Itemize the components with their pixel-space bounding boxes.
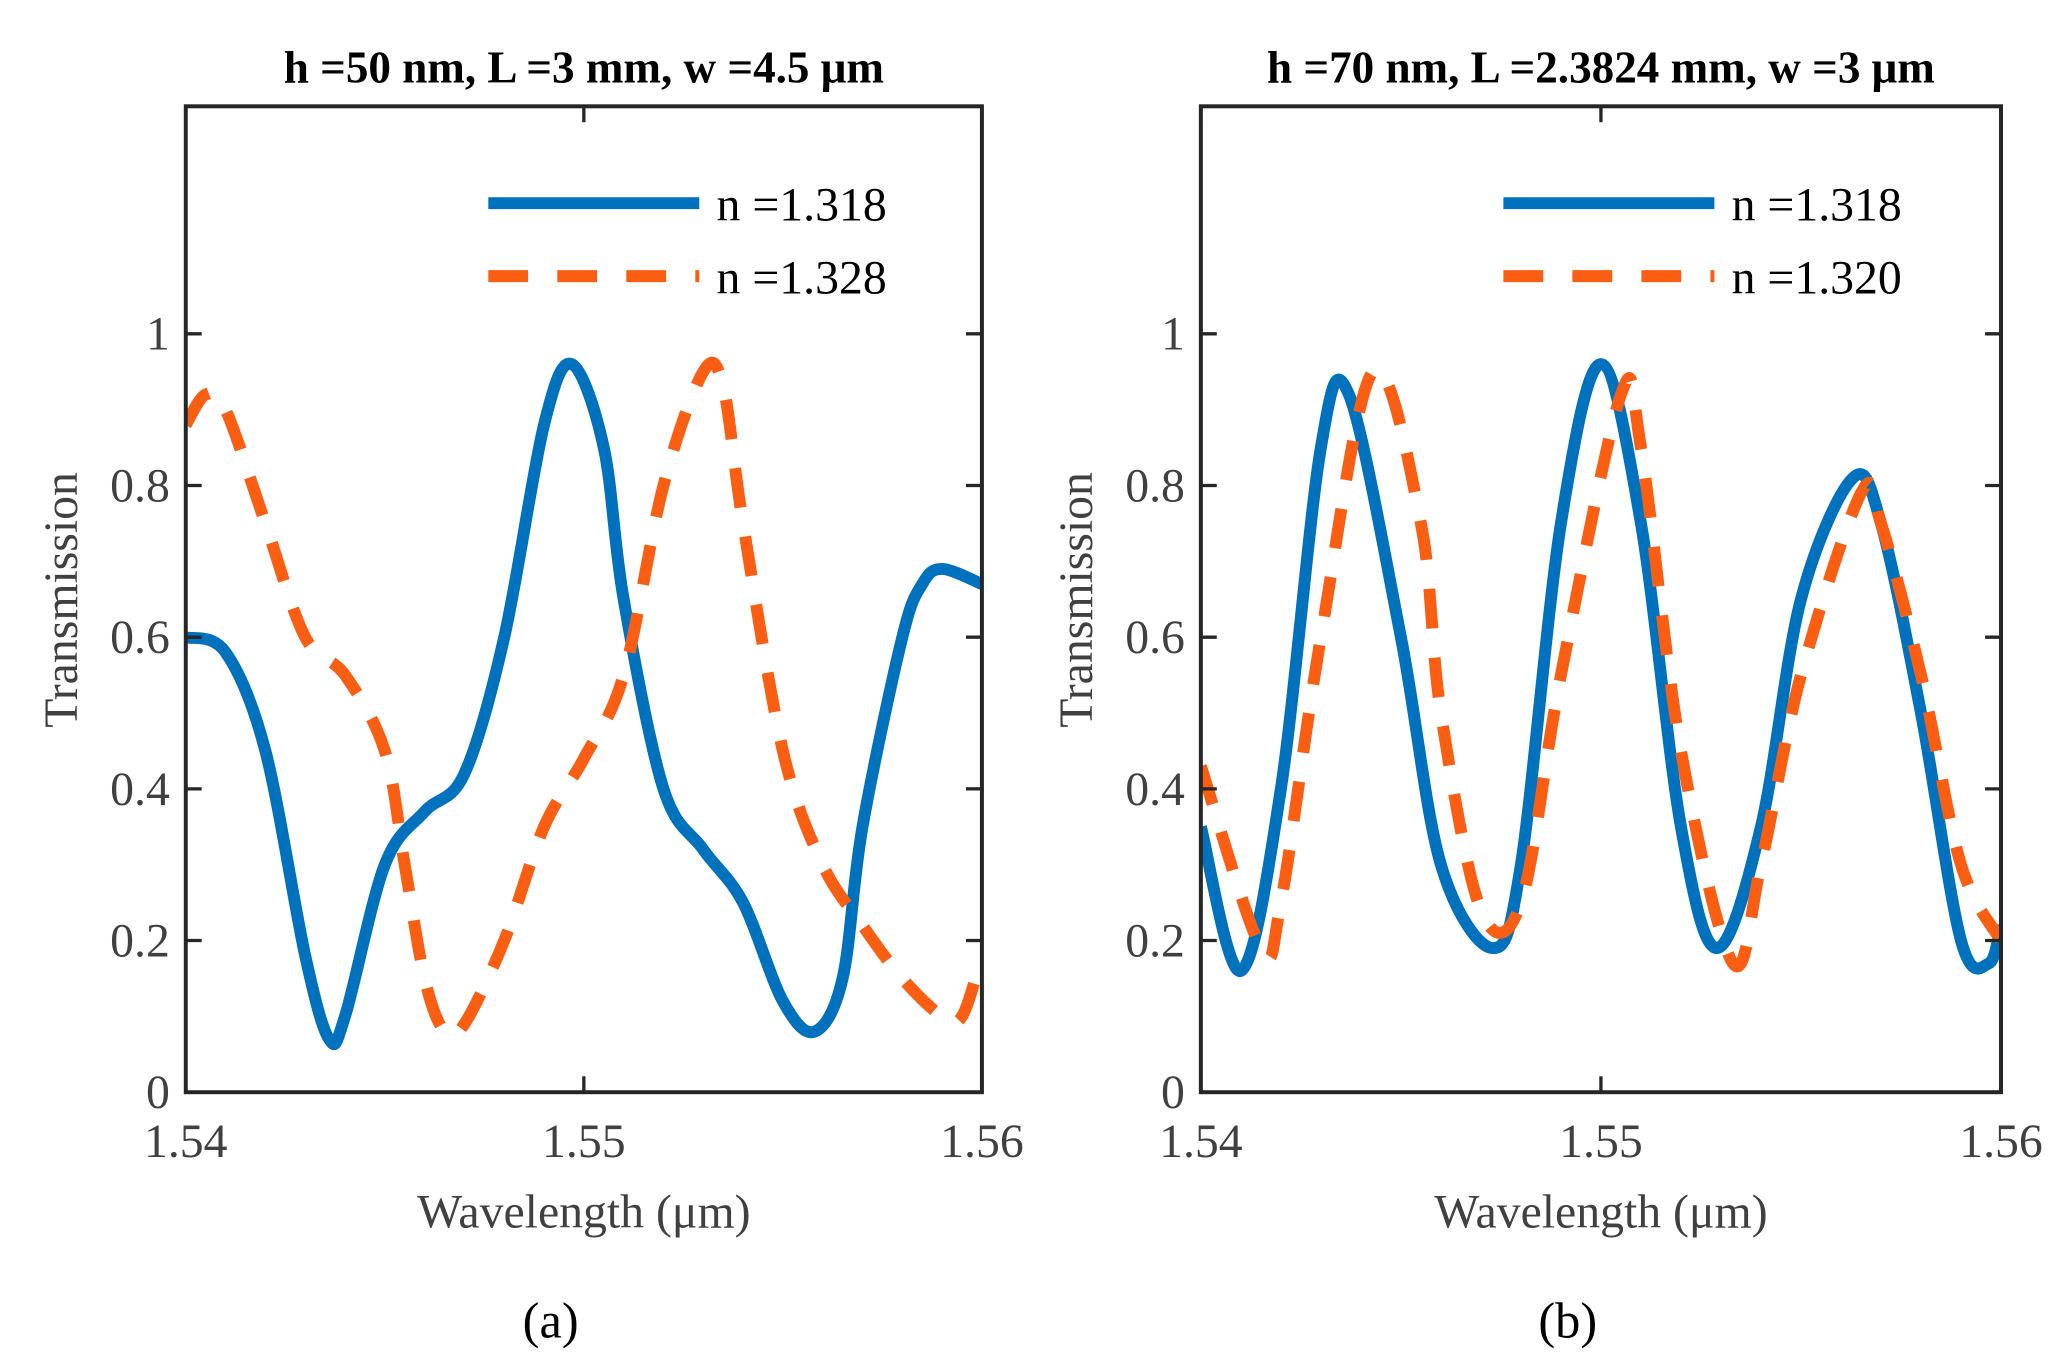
x-tick-label: 1.56 [1959, 1115, 2043, 1168]
panel-label: (a) [523, 1293, 579, 1349]
y-tick-label: 0 [1161, 1066, 1185, 1119]
y-tick-label: 1 [146, 308, 170, 361]
y-tick-label: 0.6 [1125, 611, 1185, 664]
legend-label: n =1.320 [1732, 251, 1902, 304]
y-axis-label: Transmission [1050, 472, 1103, 728]
legend: n =1.318 n =1.320 [1503, 178, 1902, 304]
x-tick-label: 1.54 [144, 1115, 228, 1168]
y-tick-label: 0.6 [110, 611, 170, 664]
y-tick-label: 0 [146, 1066, 170, 1119]
y-tick-label: 0.8 [110, 459, 170, 512]
legend-label: n =1.318 [717, 178, 887, 231]
x-tick-label: 1.55 [542, 1115, 626, 1168]
chart-title: h =70 nm, L =2.3824 mm, w =3 μm [1267, 42, 1935, 92]
x-axis-label: Wavelength (μm) [417, 1186, 750, 1239]
y-tick-label: 0.2 [110, 914, 170, 967]
y-tick-label: 0.8 [1125, 459, 1185, 512]
chart-panel-1: h =70 nm, L =2.3824 mm, w =3 μm 0 0.2 0.4 0.… [1050, 42, 2043, 1348]
y-tick-label: 0.4 [110, 763, 170, 816]
legend-label: n =1.328 [717, 251, 887, 304]
x-tick-label: 1.55 [1559, 1115, 1643, 1168]
series-line-solid [185, 357, 982, 1050]
y-tick-label: 1 [1161, 308, 1185, 361]
legend-label: n =1.318 [1732, 178, 1902, 231]
y-tick-label: 0.2 [1125, 914, 1185, 967]
x-tick-label: 1.54 [1159, 1115, 1243, 1168]
panel-label: (b) [1538, 1293, 1597, 1349]
y-tick-label: 0.4 [1125, 763, 1185, 816]
chart-title: h =50 nm, L =3 mm, w =4.5 μm [284, 42, 884, 92]
x-tick-label: 1.56 [940, 1115, 1024, 1168]
series-line-dashed [1200, 363, 2001, 973]
chart-panel-0: h =50 nm, L =3 mm, w =4.5 μm 0 0.2 0.4 0.6 0.… [35, 42, 1024, 1348]
y-axis-label: Transmission [35, 472, 88, 728]
legend: n =1.318 n =1.328 [488, 178, 887, 304]
series-line-dashed [185, 356, 982, 1043]
x-axis-label: Wavelength (μm) [1434, 1186, 1767, 1239]
